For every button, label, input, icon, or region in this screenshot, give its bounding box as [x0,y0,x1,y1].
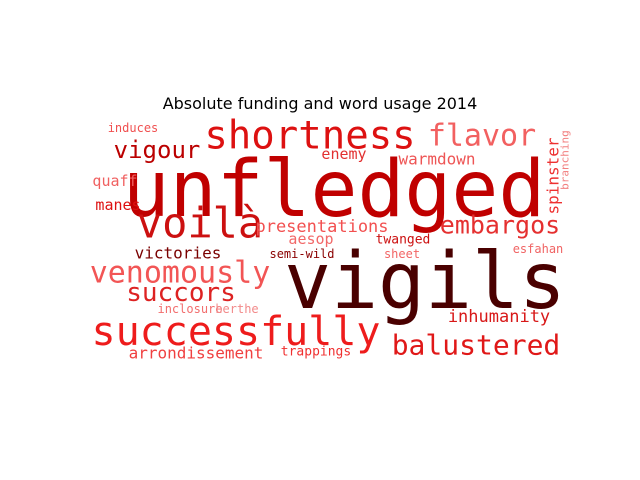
word-twanged: twanged [376,233,431,248]
word-induces: induces [108,121,159,135]
chart-title: Absolute funding and word usage 2014 [162,94,478,113]
word-sheet: sheet [384,247,420,261]
word-victories: victories [135,244,222,263]
word-semi-wild: semi-wild [269,247,334,261]
word-vigils: vigils [284,237,566,327]
word-succors: succors [126,278,236,308]
word-successfully: successfully [92,309,381,355]
word-quaff: quaff [92,172,137,190]
word-manes: manes [95,196,140,214]
word-inclosure: inclosure [157,302,222,316]
word-trappings: trappings [281,345,351,360]
word-warmdown: warmdown [398,150,475,169]
word-spinster: spinster [544,137,563,214]
word-enemy: enemy [321,145,366,163]
word-shortness: shortness [204,114,415,159]
word-presentations: presentations [255,217,388,237]
word-venomously: venomously [90,256,271,291]
word-branching: branching [559,130,572,190]
word-voil-: voilà [137,199,263,248]
word-esfahan: esfahan [513,242,564,256]
word-aesop: aesop [288,230,333,248]
word-balustered: balustered [392,329,561,362]
word-embargos: embargos [440,211,560,240]
word-inhumanity: inhumanity [448,307,550,327]
word-arrondissement: arrondissement [129,344,264,363]
word-berthe: berthe [215,302,258,316]
word-flavor: flavor [428,119,536,154]
word-vigour: vigour [114,136,201,164]
word-unfledged: unfledged [123,145,546,235]
